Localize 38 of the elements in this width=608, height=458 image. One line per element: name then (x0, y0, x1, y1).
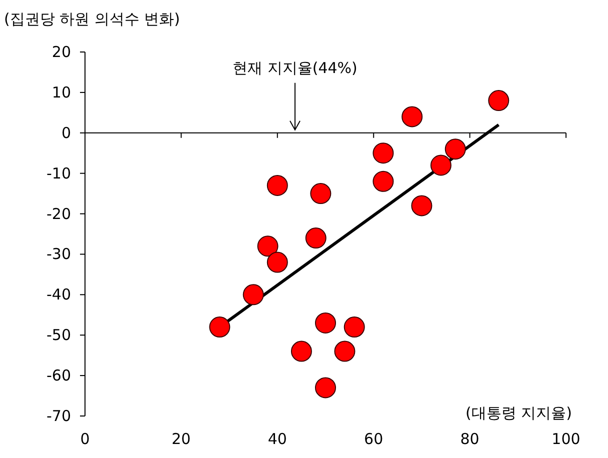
y-tick-label: 10 (52, 83, 71, 102)
y-tick-label: -30 (46, 245, 71, 264)
x-axis-title: (대통령 지지율) (466, 404, 572, 422)
x-tick-label: 20 (172, 430, 191, 448)
point (242, 284, 264, 306)
point (402, 106, 423, 128)
point (266, 252, 288, 273)
x-tick-label: 60 (364, 430, 384, 448)
point (305, 228, 326, 249)
point (372, 170, 394, 192)
point (344, 316, 365, 338)
point (315, 312, 336, 334)
point (444, 138, 466, 160)
point (315, 377, 336, 398)
y-tick-label: 20 (52, 43, 71, 61)
point (411, 195, 432, 216)
x-tick-label: 0 (80, 430, 90, 448)
x-tick-label: 80 (460, 430, 480, 448)
point (430, 154, 452, 176)
point (372, 142, 394, 164)
point (266, 174, 288, 196)
point (310, 183, 332, 204)
point (257, 236, 278, 257)
point (290, 340, 312, 362)
annotation: 현재 지지율(44%) (232, 58, 358, 77)
y-tick-label: -50 (46, 326, 71, 344)
point (334, 340, 356, 362)
x-tick-label: 100 (552, 430, 580, 448)
y-tick-label: -60 (46, 366, 71, 385)
y-tick-label: -40 (46, 286, 71, 304)
x-tick-label: 40 (268, 430, 287, 448)
y-tick-label: -70 (46, 407, 71, 425)
y-tick-label: -10 (46, 164, 71, 182)
point (488, 90, 510, 112)
point (209, 316, 230, 338)
y-tick-label: -20 (46, 204, 71, 223)
y-tick-label: 0 (61, 124, 71, 142)
y-axis-title: (집권당 하원 의석수 변화) (4, 10, 180, 28)
